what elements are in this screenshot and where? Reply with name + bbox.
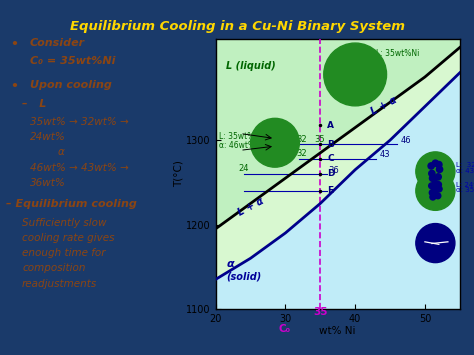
Text: Equilibrium Cooling in a Cu-Ni Binary System: Equilibrium Cooling in a Cu-Ni Binary Sy… bbox=[70, 20, 404, 33]
Ellipse shape bbox=[416, 171, 455, 211]
Ellipse shape bbox=[436, 162, 442, 168]
Text: B: B bbox=[327, 140, 334, 149]
Text: readjustments: readjustments bbox=[22, 279, 97, 289]
Text: 46wt% → 43wt% →: 46wt% → 43wt% → bbox=[30, 163, 128, 173]
Ellipse shape bbox=[430, 194, 436, 200]
Ellipse shape bbox=[432, 180, 438, 186]
Text: α: 35wt%Ni: α: 35wt%Ni bbox=[456, 187, 474, 193]
Text: α: α bbox=[226, 259, 234, 269]
Ellipse shape bbox=[432, 188, 438, 194]
Text: L (liquid): L (liquid) bbox=[226, 61, 276, 71]
Text: C₀ = 35wt%Ni: C₀ = 35wt%Ni bbox=[30, 56, 115, 66]
Ellipse shape bbox=[416, 224, 455, 263]
Text: 32: 32 bbox=[296, 135, 307, 144]
Text: Sufficiently slow: Sufficiently slow bbox=[22, 218, 107, 228]
Ellipse shape bbox=[416, 152, 455, 191]
Text: 36wt%: 36wt% bbox=[30, 178, 66, 188]
Ellipse shape bbox=[431, 185, 437, 191]
Text: •: • bbox=[10, 80, 18, 93]
Text: 35wt% → 32wt% →: 35wt% → 32wt% → bbox=[30, 117, 128, 127]
Text: L + α: L + α bbox=[369, 95, 399, 117]
Text: composition: composition bbox=[22, 263, 85, 273]
Ellipse shape bbox=[432, 160, 438, 166]
Ellipse shape bbox=[435, 174, 441, 180]
Ellipse shape bbox=[429, 190, 435, 196]
Text: 46: 46 bbox=[401, 136, 411, 145]
Ellipse shape bbox=[429, 175, 436, 181]
Text: C: C bbox=[327, 154, 334, 163]
Ellipse shape bbox=[324, 43, 387, 106]
Text: Upon cooling: Upon cooling bbox=[30, 80, 112, 90]
X-axis label: wt% Ni: wt% Ni bbox=[319, 327, 356, 337]
Text: 43: 43 bbox=[380, 150, 390, 159]
Ellipse shape bbox=[428, 183, 435, 189]
Ellipse shape bbox=[436, 186, 442, 192]
Text: –   L: – L bbox=[22, 99, 46, 109]
Text: A: A bbox=[327, 121, 334, 130]
Text: E: E bbox=[327, 186, 333, 195]
Text: 36: 36 bbox=[328, 166, 339, 175]
Ellipse shape bbox=[428, 163, 434, 169]
Text: – Equilibrium cooling: – Equilibrium cooling bbox=[6, 200, 137, 209]
Text: 35: 35 bbox=[313, 307, 328, 317]
Text: 24: 24 bbox=[238, 164, 248, 174]
Text: L: 35wt%Ni: L: 35wt%Ni bbox=[219, 132, 263, 141]
Text: enough time for: enough time for bbox=[22, 248, 106, 258]
Text: 24wt%: 24wt% bbox=[30, 132, 66, 142]
Text: 35: 35 bbox=[315, 135, 325, 144]
Text: L: 35wt%Ni: L: 35wt%Ni bbox=[376, 49, 419, 58]
Text: L: 24wt%Ni: L: 24wt%Ni bbox=[456, 182, 474, 187]
Text: L + α: L + α bbox=[237, 196, 266, 218]
Text: Consider: Consider bbox=[30, 38, 85, 48]
Ellipse shape bbox=[435, 193, 441, 199]
Ellipse shape bbox=[436, 182, 441, 187]
Text: α: 46wt%Ni: α: 46wt%Ni bbox=[219, 141, 263, 150]
Text: α: 43wt%Ni: α: 43wt%Ni bbox=[456, 168, 474, 174]
Text: •: • bbox=[10, 38, 18, 50]
Ellipse shape bbox=[429, 170, 435, 176]
Text: 32: 32 bbox=[296, 149, 307, 158]
Text: L:  32wt%Ni: L: 32wt%Ni bbox=[456, 162, 474, 168]
Ellipse shape bbox=[251, 118, 300, 167]
Text: cooling rate gives: cooling rate gives bbox=[22, 233, 115, 243]
Y-axis label: T(°C): T(°C) bbox=[173, 160, 183, 187]
Text: C₀: C₀ bbox=[278, 324, 291, 334]
Text: (solid): (solid) bbox=[226, 271, 261, 282]
Text: α: α bbox=[57, 147, 64, 158]
Text: D: D bbox=[327, 169, 335, 179]
Ellipse shape bbox=[437, 166, 443, 173]
